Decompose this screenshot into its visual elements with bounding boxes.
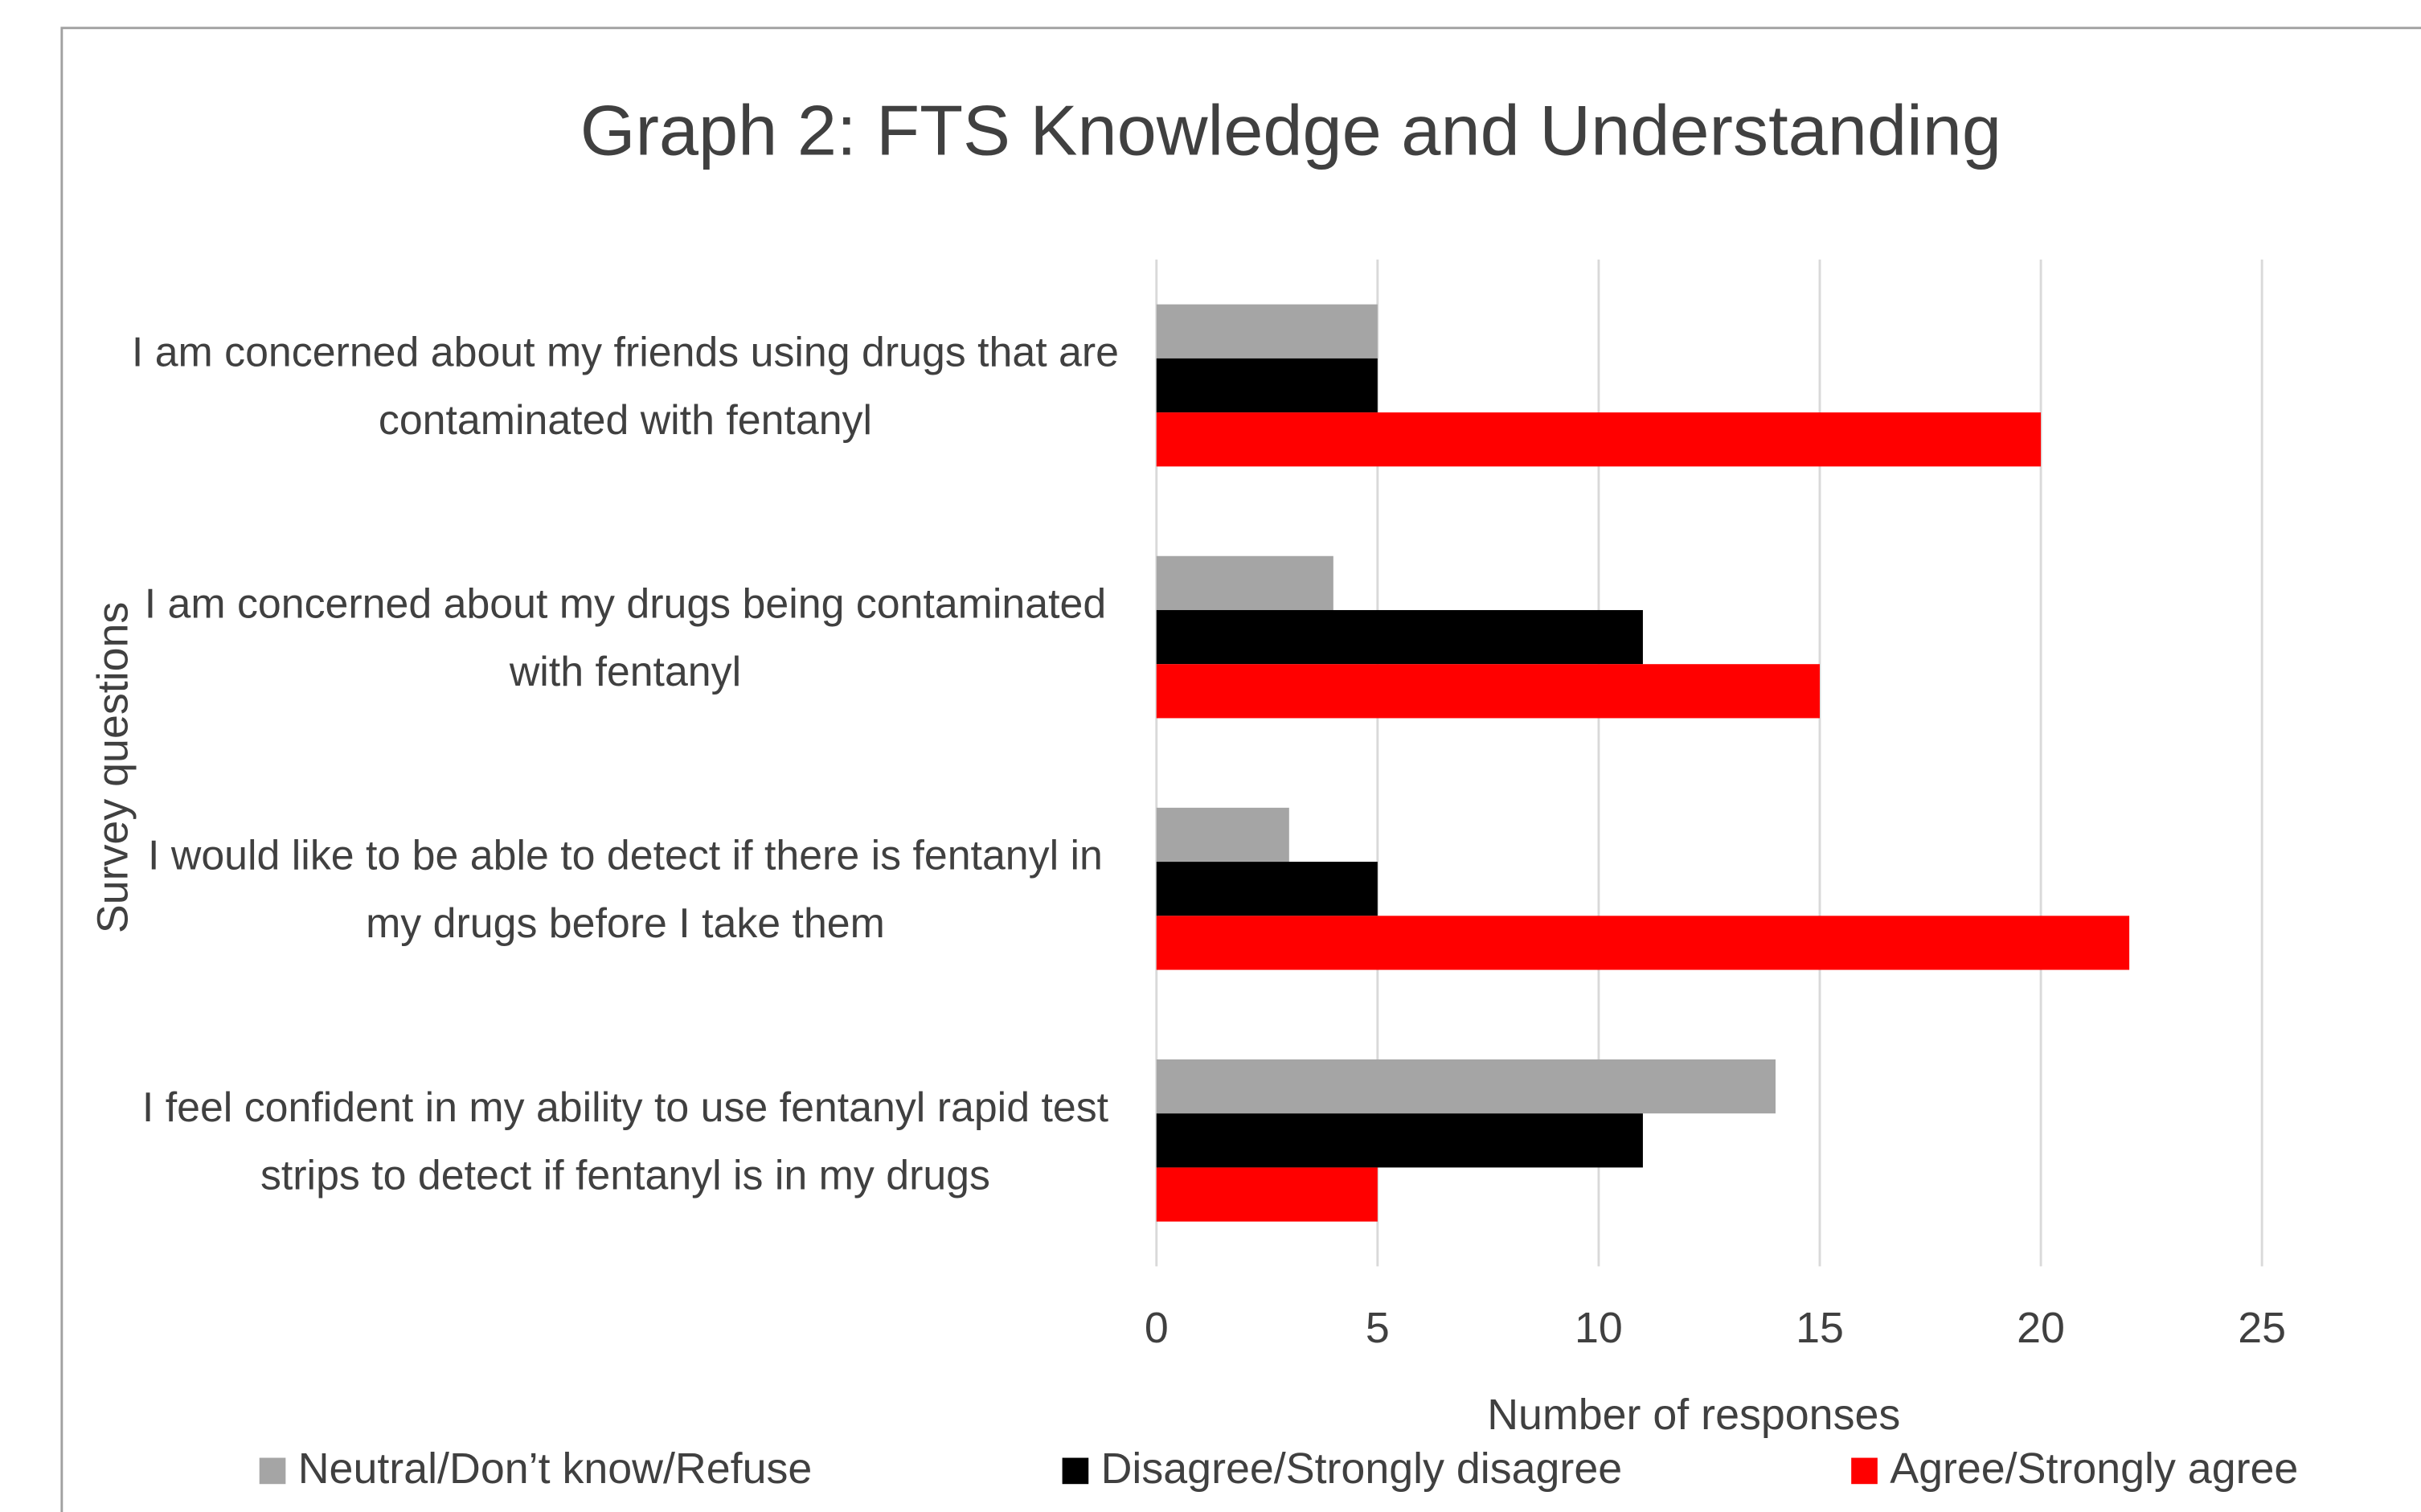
y-tick-label-box: I would like to be able to detect if the… [148,831,1103,946]
x-axis-title: Number of responses [1487,1391,1900,1439]
x-tick-label: 10 [1575,1304,1623,1352]
y-tick-label-box: I feel confident in my ability to use fe… [141,1083,1109,1198]
bar [1156,358,1378,413]
y-tick-label: I feel confident in my ability to use fe… [141,1083,1109,1198]
legend-swatch [1062,1457,1089,1485]
legend-label: Agree/Strongly agree [1890,1444,2298,1493]
x-tick-label: 25 [2238,1304,2286,1352]
chart-title: Graph 2: FTS Knowledge and Understanding [580,91,2001,170]
bar [1156,916,2130,970]
bar [1156,1167,1378,1222]
legend-label: Neutral/Don’t know/Refuse [298,1444,813,1493]
x-tick-label: 20 [2017,1304,2065,1352]
chart-border [60,27,2421,1512]
bar [1156,862,1378,916]
bar [1156,807,1289,863]
bar [1156,555,1333,610]
bar [1156,1113,1643,1168]
y-axis-title: Survey questions [88,602,137,933]
bar [1156,609,1643,665]
x-tick-label: 5 [1366,1304,1390,1352]
y-tick-label: I would like to be able to detect if the… [148,831,1103,946]
y-tick-label: I am concerned about my drugs being cont… [144,580,1107,695]
bar [1156,1059,1776,1114]
bar [1156,412,2042,467]
y-tick-label-box: I am concerned about my drugs being cont… [144,580,1107,695]
bar [1156,664,1820,719]
bar [1156,304,1378,359]
y-tick-label: I am concerned about my friends using dr… [131,328,1120,443]
legend-label: Disagree/Strongly disagree [1101,1444,1623,1493]
y-tick-label-box: I am concerned about my friends using dr… [131,328,1120,443]
x-tick-label: 15 [1796,1304,1844,1352]
legend-swatch [259,1457,286,1485]
x-tick-label: 0 [1145,1304,1169,1352]
legend-swatch [1851,1457,1878,1485]
